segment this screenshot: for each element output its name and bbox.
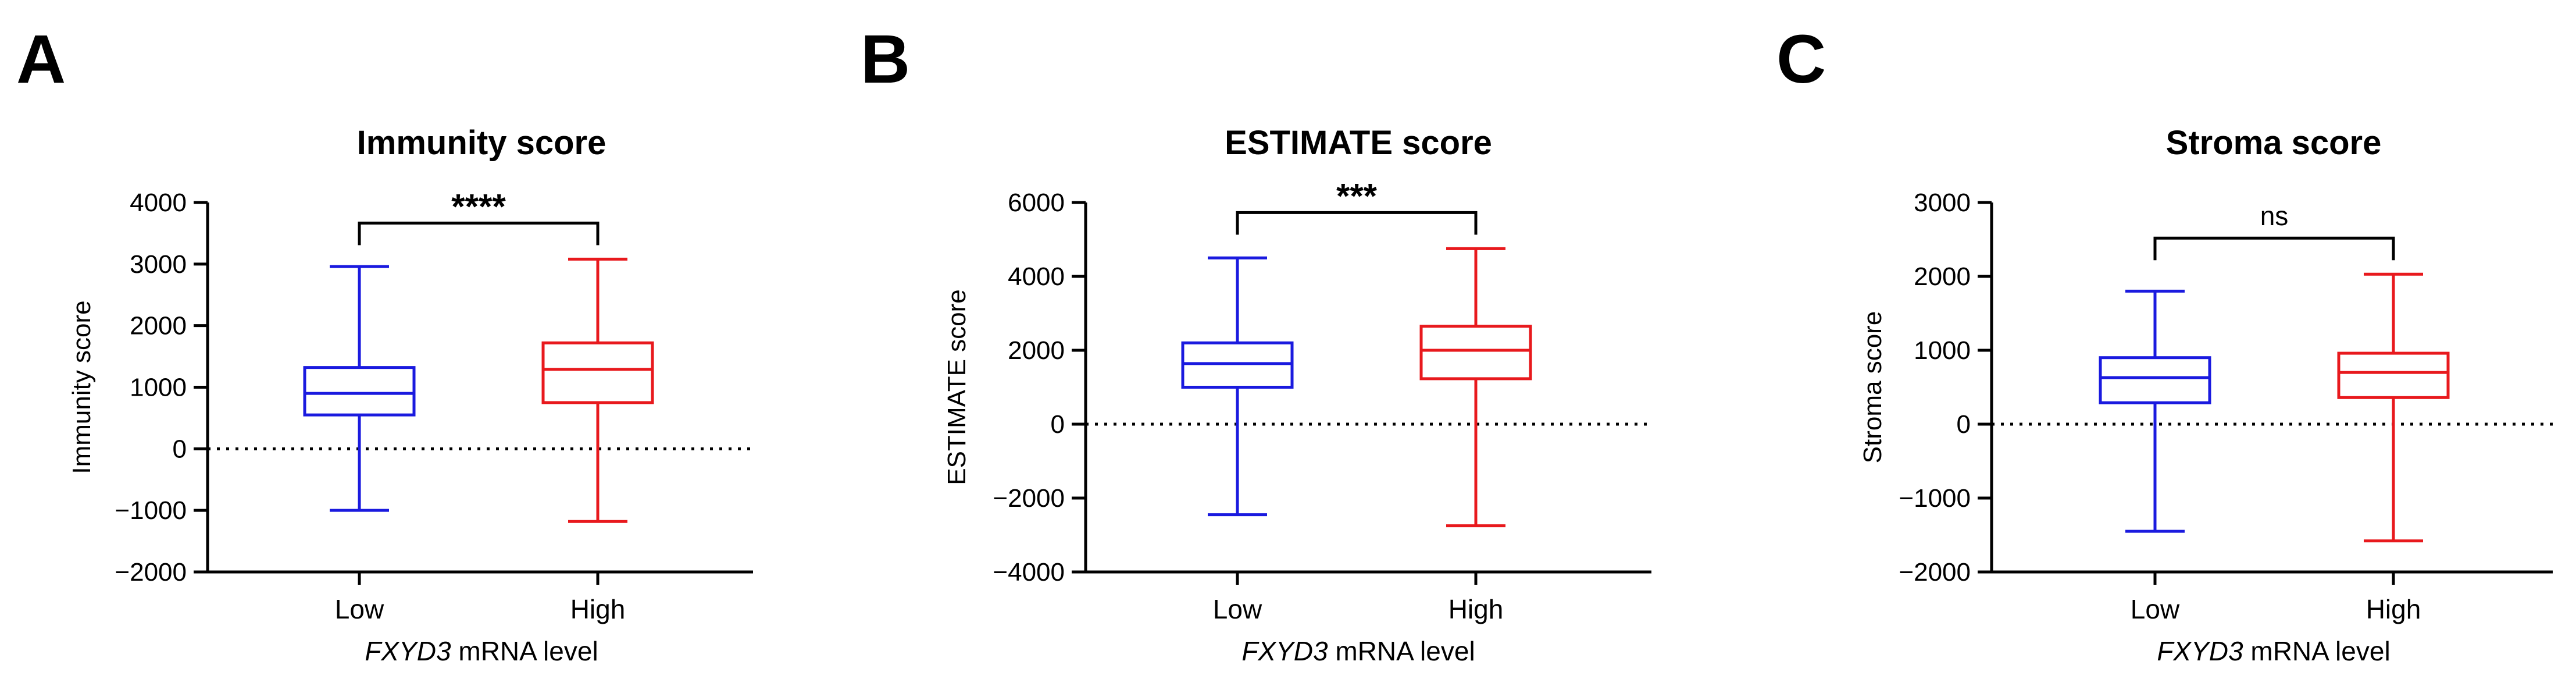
- box-low: [303, 265, 416, 512]
- box-high: [2337, 272, 2450, 543]
- x-category-label: High: [2366, 594, 2421, 624]
- y-axis-label: Immunity score: [67, 300, 96, 474]
- x-axis-label-gene: FXYD3: [365, 636, 451, 666]
- panel-a: A Immunity score −2000 −1000 0 1000 2000 3000 40…: [16, 21, 753, 666]
- y-tick-label: −1000: [115, 496, 187, 525]
- y-tick-label: 0: [173, 435, 187, 463]
- x-category-label: Low: [2131, 594, 2180, 624]
- chart-title: Stroma score: [2166, 124, 2382, 162]
- x-axis-label-text: mRNA level: [2243, 636, 2391, 666]
- significance-bracket: [2153, 236, 2395, 261]
- x-category-label: Low: [1213, 594, 1262, 624]
- y-tick-label: 2000: [1008, 336, 1065, 365]
- x-axis-label-gene: FXYD3: [2157, 636, 2243, 666]
- significance-bracket: [1236, 211, 1478, 235]
- box-low: [1181, 256, 1294, 517]
- y-tick-label: 3000: [1914, 189, 1971, 217]
- box-iqr: [541, 341, 654, 404]
- y-tick-label: 1000: [1914, 336, 1971, 365]
- panel-letter: C: [1776, 21, 1826, 98]
- y-axis-label: Stroma score: [1858, 311, 1887, 464]
- y-tick-label: −4000: [993, 558, 1065, 587]
- chart-title: ESTIMATE score: [1225, 124, 1492, 162]
- panel-letter: B: [861, 21, 910, 98]
- panel-c: C Stroma score −2000 −1000 0 1000 2000 3000 Stro…: [1776, 21, 2553, 666]
- significance-bracket: [358, 221, 600, 246]
- significance-label: ns: [2260, 201, 2289, 231]
- panel-b: B ESTIMATE score −4000 −2000 0 2000 4000 6000 ES…: [861, 21, 1651, 666]
- y-tick-label: −2000: [993, 484, 1065, 513]
- x-axis-label-text: mRNA level: [451, 636, 598, 666]
- box-iqr: [303, 366, 416, 417]
- y-tick-label: −1000: [1899, 484, 1971, 513]
- x-axis-label: FXYD3 mRNA level: [1241, 636, 1475, 666]
- box-iqr: [2099, 356, 2211, 404]
- x-axis-label: FXYD3 mRNA level: [2157, 636, 2390, 666]
- y-tick-label: 3000: [130, 250, 187, 279]
- box-low: [2099, 289, 2211, 533]
- y-tick-label: 4000: [1008, 262, 1065, 291]
- box-high: [541, 257, 654, 523]
- y-axis-label: ESTIMATE score: [943, 289, 971, 485]
- panel-letter: A: [16, 21, 66, 98]
- chart-title: Immunity score: [357, 124, 606, 162]
- x-category-label: High: [1448, 594, 1504, 624]
- y-tick-label: 2000: [1914, 262, 1971, 291]
- y-tick-label: 4000: [130, 189, 187, 217]
- y-tick-label: −2000: [1899, 558, 1971, 587]
- y-tick-label: −2000: [115, 558, 187, 587]
- y-tick-label: 0: [1957, 410, 1971, 439]
- x-axis-label-gene: FXYD3: [1241, 636, 1328, 666]
- y-tick-label: 1000: [130, 374, 187, 402]
- y-tick-label: 6000: [1008, 189, 1065, 217]
- significance-label: ****: [451, 187, 506, 226]
- box-iqr: [2337, 351, 2450, 399]
- box-high: [1419, 247, 1532, 528]
- x-axis-label: FXYD3 mRNA level: [365, 636, 598, 666]
- x-category-label: Low: [335, 594, 384, 624]
- y-tick-label: 0: [1051, 410, 1065, 439]
- x-category-label: High: [570, 594, 626, 624]
- x-axis-label-text: mRNA level: [1328, 636, 1475, 666]
- box-iqr: [1419, 325, 1532, 381]
- significance-label: ***: [1336, 176, 1378, 215]
- box-iqr: [1181, 341, 1294, 389]
- y-tick-label: 2000: [130, 312, 187, 340]
